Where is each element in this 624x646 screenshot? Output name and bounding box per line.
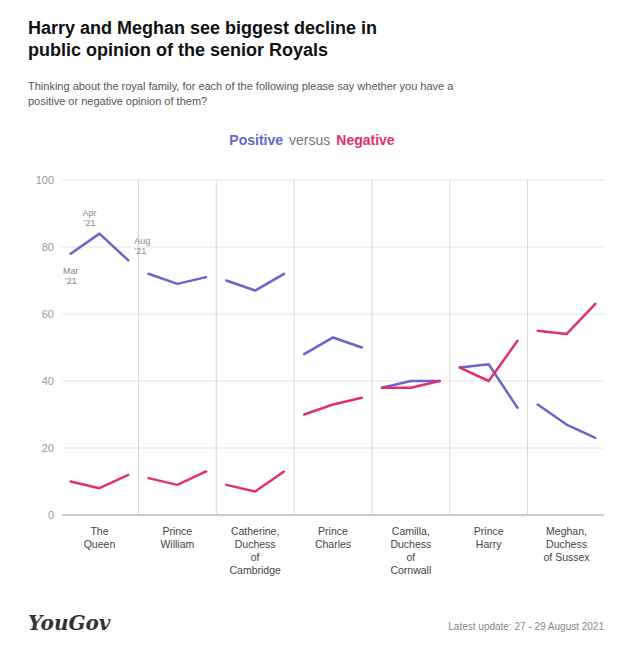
grid [62,180,604,515]
legend-separator: versus [289,132,330,148]
series-line [71,234,129,261]
title: Harry and Meghan see biggest decline inp… [28,18,377,60]
series-line [71,475,129,488]
series-line [226,471,284,491]
x-tick-label: Camilla,DuchessofCornwall [390,525,431,576]
series-line [148,471,206,484]
grid-line [62,314,604,315]
x-tick-label: PrinceHarry [474,525,504,550]
series-lines [71,234,596,492]
series-line [148,274,206,284]
footnote: Latest update: 27 - 29 August 2021 [448,621,604,632]
separator [527,180,528,515]
y-tick-label: 0 [48,509,54,521]
y-tick-label: 60 [42,308,54,320]
series-line [538,404,596,438]
source: YouGov [28,611,111,635]
y-tick-label: 40 [42,375,54,387]
annotation: Aug’21 [134,236,150,256]
y-tick-label: 20 [42,442,54,454]
x-tick-label: Meghan,Duchessof Sussex [543,525,590,563]
x-tick-label: TheQueen [84,525,116,550]
series-line [382,381,440,388]
legend: Positive versus Negative [229,132,395,148]
annotation: Apr’21 [82,208,96,228]
series-line [226,274,284,291]
series-line [382,381,440,388]
separator [294,180,295,515]
grid-line [62,381,604,382]
series-line [460,341,518,381]
x-tick-label: PrinceWilliam [160,525,194,550]
annotations: Mar’21 Apr’21 Aug’21 [63,208,150,286]
y-tick-label: 80 [42,241,54,253]
legend-entry: Negative [336,132,395,148]
separator [138,180,139,515]
subtitle: Thinking about the royal family, for eac… [28,80,454,107]
separators [138,180,527,515]
series-line [304,337,362,354]
grid-line [62,515,604,516]
grid-line [62,180,604,181]
x-tick-label: PrinceCharles [315,525,351,550]
grid-line [62,448,604,449]
series-line [304,398,362,415]
chart: Harry and Meghan see biggest decline inp… [0,0,624,646]
series-line [538,304,596,334]
y-tick-label: 100 [36,174,54,186]
x-tick-label: Catherine,DuchessofCambridge [229,525,281,576]
separator [216,180,217,515]
separator [449,180,450,515]
legend-entry: Positive [229,132,283,148]
annotation: Mar’21 [63,266,79,286]
separator [371,180,372,515]
